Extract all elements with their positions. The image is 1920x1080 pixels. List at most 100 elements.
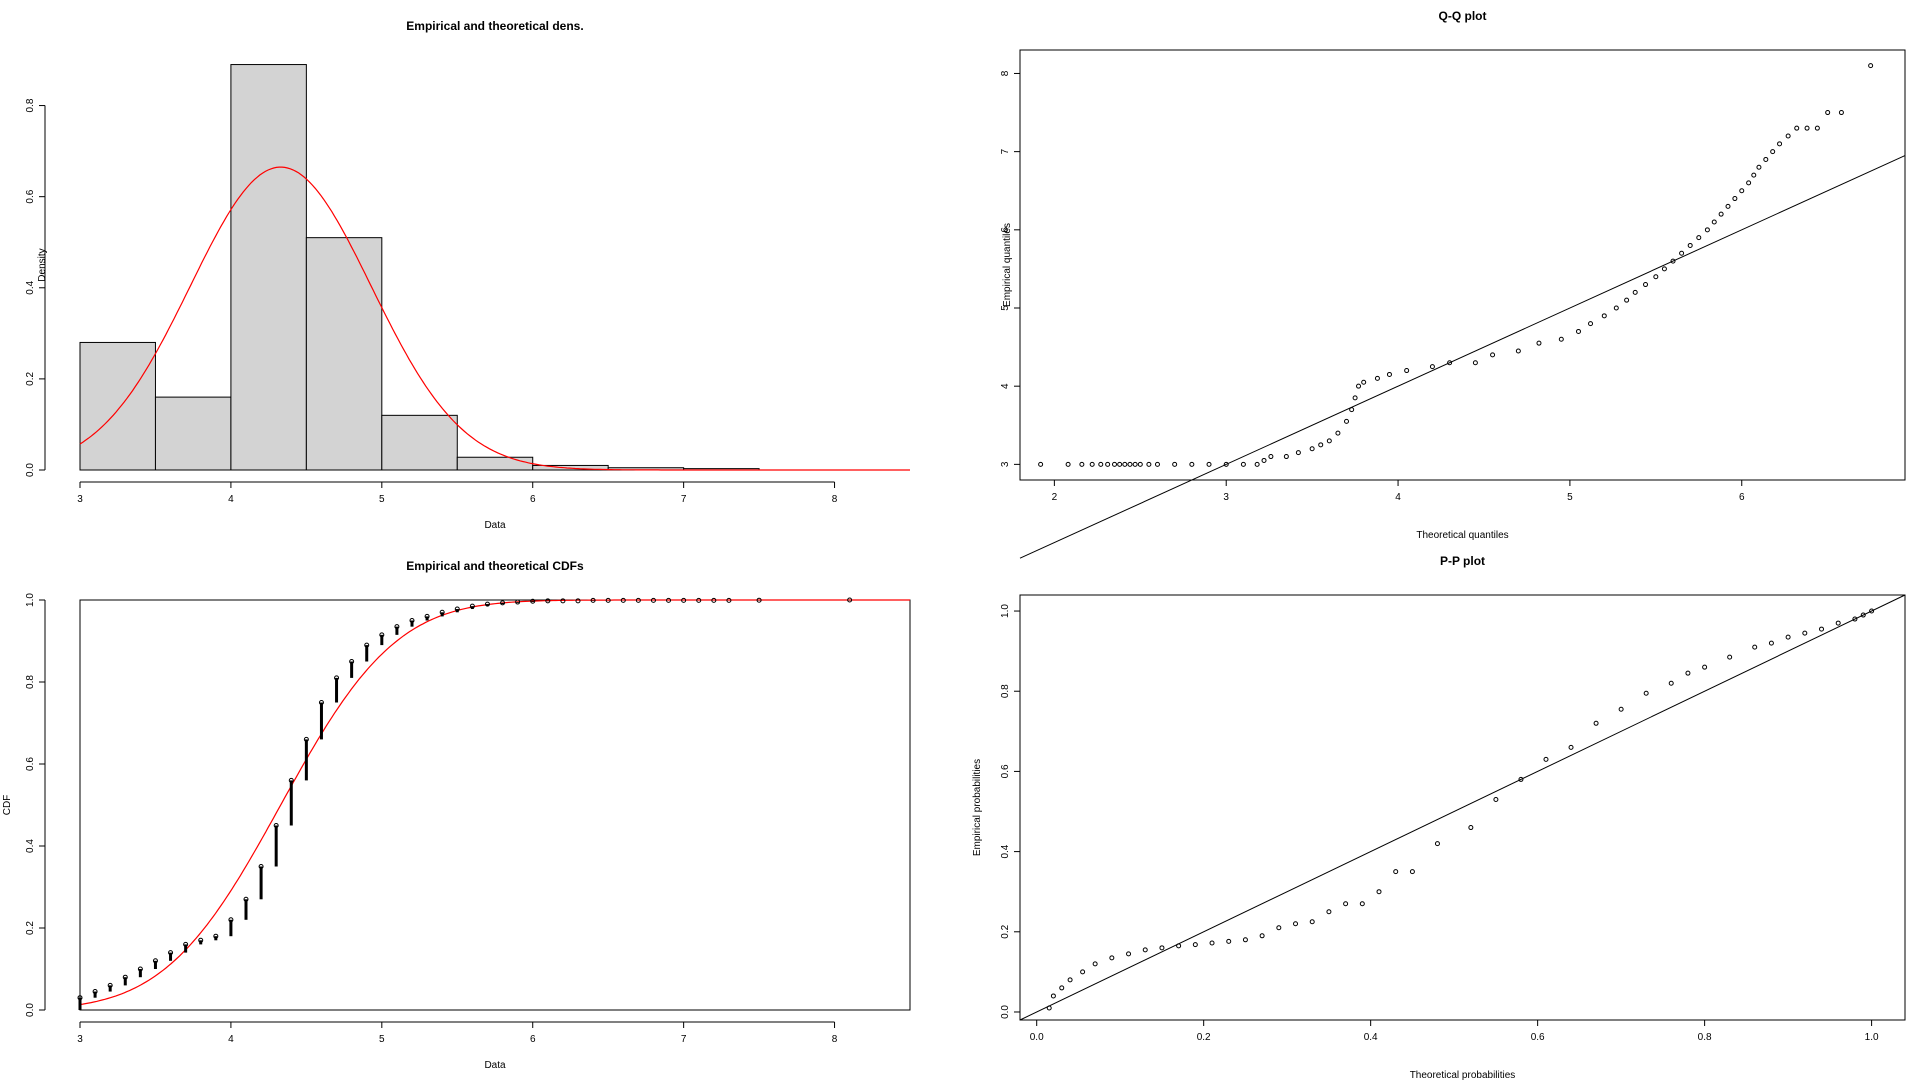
pp-point — [1309, 919, 1315, 925]
density-x-tick-label: 4 — [228, 494, 234, 505]
empirical-cdf-point — [424, 613, 430, 619]
qq-point — [1122, 461, 1128, 467]
pp-point — [1326, 909, 1332, 915]
pp-point — [1192, 942, 1198, 948]
qq-point — [1536, 340, 1542, 346]
qq-point — [1732, 196, 1738, 202]
qq-point — [1704, 227, 1710, 233]
qq-point — [1189, 461, 1195, 467]
qq-point — [1261, 457, 1267, 463]
pp-point — [1046, 1005, 1052, 1011]
histogram-bar — [305, 237, 383, 471]
qq-point — [1825, 110, 1831, 116]
qq-point — [1679, 250, 1685, 256]
empirical-cdf-point — [666, 597, 672, 603]
qq-point — [1624, 297, 1630, 303]
qq-point — [1588, 321, 1594, 327]
qq-point — [1447, 360, 1453, 366]
qq-point — [1490, 352, 1496, 358]
qq-point — [1154, 461, 1160, 467]
empirical-cdf-point — [243, 896, 249, 902]
qq-point — [1268, 454, 1274, 460]
qq-point — [1105, 461, 1111, 467]
pp-x-tick-label: 0.2 — [1197, 1032, 1211, 1043]
qq-point — [1206, 461, 1212, 467]
density-x-tick-label: 6 — [530, 494, 536, 505]
density-y-tick-label: 0.6 — [25, 189, 36, 203]
histogram-bar — [456, 456, 534, 471]
qq-point — [1661, 266, 1667, 272]
cdf-x-tick-label: 8 — [832, 1034, 838, 1045]
qq-point — [1632, 289, 1638, 295]
qq-point — [1770, 149, 1776, 155]
empirical-cdf-point — [530, 598, 536, 604]
qq-point — [1374, 375, 1380, 381]
qq-point — [1670, 258, 1676, 264]
qq-point — [1137, 461, 1143, 467]
qq-point — [1868, 63, 1874, 69]
empirical-cdf-point — [515, 599, 521, 605]
qq-point — [1794, 125, 1800, 131]
empirical-cdf-point — [439, 609, 445, 615]
pp-point — [1852, 616, 1858, 622]
cdf-y-tick-label: 1.0 — [25, 593, 36, 607]
pp-point — [1050, 993, 1056, 999]
pp-point — [1434, 841, 1440, 847]
qq-x-tick-label: 5 — [1567, 492, 1573, 503]
pp-x-axis-label: Theoretical probabilities — [1410, 1070, 1516, 1080]
pp-point — [1869, 608, 1875, 614]
pp-x-tick-label: 0.6 — [1531, 1032, 1545, 1043]
pp-point — [1242, 937, 1248, 943]
qq-point — [1404, 368, 1410, 374]
density-x-tick-label: 8 — [832, 494, 838, 505]
cdf-y-tick-label: 0.6 — [25, 757, 36, 771]
qq-point — [1739, 188, 1745, 194]
qq-point — [1785, 133, 1791, 139]
pp-y-tick-label: 0.2 — [1000, 924, 1011, 938]
empirical-cdf-point — [575, 598, 581, 604]
cdf-y-tick-label: 0.8 — [25, 675, 36, 689]
density-y-tick-label: 0.0 — [25, 463, 36, 477]
pp-point — [1702, 664, 1708, 670]
pp-point — [1643, 690, 1649, 696]
qq-point — [1326, 438, 1332, 444]
pp-point — [1409, 869, 1415, 875]
pp-point — [1142, 947, 1148, 953]
density-panel: Empirical and theoretical dens. Data Densi… — [25, 19, 910, 531]
qq-x-tick-label: 4 — [1395, 492, 1401, 503]
density-x-tick-label: 7 — [681, 494, 687, 505]
qq-point — [1098, 461, 1104, 467]
empirical-cdf-point — [681, 597, 687, 603]
qq-point — [1696, 235, 1702, 241]
qq-reference-line — [1019, 155, 1906, 559]
pp-x-tick-label: 0.0 — [1030, 1032, 1044, 1043]
density-x-axis-label: Data — [484, 520, 506, 531]
qq-point — [1361, 379, 1367, 385]
pp-point — [1468, 825, 1474, 831]
qq-point — [1601, 313, 1607, 319]
empirical-cdf-point — [349, 659, 355, 664]
cdf-x-tick-label: 5 — [379, 1034, 385, 1045]
qq-point — [1763, 156, 1769, 162]
pp-point — [1618, 706, 1624, 712]
histogram-bar — [79, 341, 156, 471]
empirical-cdf-point — [183, 941, 189, 947]
qq-point — [1065, 461, 1071, 467]
cdf-x-tick-label: 7 — [681, 1034, 687, 1045]
empirical-cdf-point — [107, 982, 113, 988]
qq-point — [1352, 395, 1358, 401]
pp-point — [1226, 938, 1232, 944]
qq-title: Q-Q plot — [1439, 9, 1487, 23]
pp-y-axis-label: Empirical probabilities — [972, 759, 983, 856]
cdf-x-tick-label: 4 — [228, 1034, 234, 1045]
qq-point — [1643, 282, 1649, 288]
qq-y-axis-label: Empirical quantiles — [1002, 223, 1013, 307]
pp-point — [1543, 756, 1549, 762]
pp-point — [1276, 925, 1282, 931]
density-x-tick-label: 3 — [77, 494, 83, 505]
pp-point — [1059, 985, 1065, 991]
density-title: Empirical and theoretical dens. — [406, 19, 583, 33]
qq-point — [1746, 180, 1752, 186]
empirical-cdf-point — [77, 995, 83, 1001]
